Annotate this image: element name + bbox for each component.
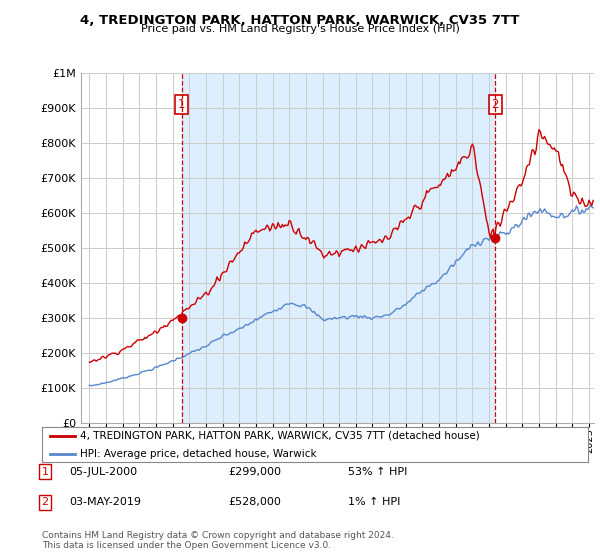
- Text: 05-JUL-2000: 05-JUL-2000: [69, 466, 137, 477]
- Text: 4, TREDINGTON PARK, HATTON PARK, WARWICK, CV35 7TT (detached house): 4, TREDINGTON PARK, HATTON PARK, WARWICK…: [80, 431, 480, 441]
- Text: 2: 2: [491, 98, 499, 111]
- Text: 4, TREDINGTON PARK, HATTON PARK, WARWICK, CV35 7TT: 4, TREDINGTON PARK, HATTON PARK, WARWICK…: [80, 14, 520, 27]
- Text: HPI: Average price, detached house, Warwick: HPI: Average price, detached house, Warw…: [80, 449, 317, 459]
- Text: £528,000: £528,000: [228, 497, 281, 507]
- Text: Contains HM Land Registry data © Crown copyright and database right 2024.
This d: Contains HM Land Registry data © Crown c…: [42, 531, 394, 550]
- Text: 1: 1: [178, 98, 185, 111]
- Text: 53% ↑ HPI: 53% ↑ HPI: [348, 466, 407, 477]
- Text: 1% ↑ HPI: 1% ↑ HPI: [348, 497, 400, 507]
- Bar: [182, 73, 495, 423]
- Text: £299,000: £299,000: [228, 466, 281, 477]
- Text: Price paid vs. HM Land Registry's House Price Index (HPI): Price paid vs. HM Land Registry's House …: [140, 24, 460, 34]
- Text: 1: 1: [41, 466, 49, 477]
- Text: 2: 2: [41, 497, 49, 507]
- Text: 03-MAY-2019: 03-MAY-2019: [69, 497, 141, 507]
